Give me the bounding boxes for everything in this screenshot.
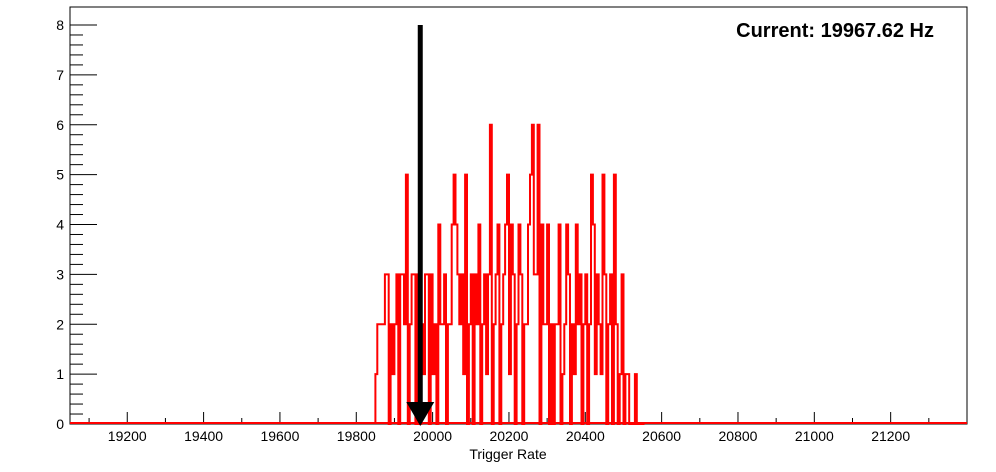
y-tick-label: 0 xyxy=(56,416,64,432)
y-tick-label: 6 xyxy=(56,117,64,133)
x-tick-label: 19400 xyxy=(184,428,223,444)
y-tick-label: 2 xyxy=(56,316,64,332)
x-tick-label: 20600 xyxy=(642,428,681,444)
x-tick-label: 20400 xyxy=(566,428,605,444)
x-tick-label: 20200 xyxy=(489,428,528,444)
plot-frame xyxy=(69,6,968,425)
x-tick-label: 21200 xyxy=(871,428,910,444)
y-tick-label: 4 xyxy=(56,217,64,233)
y-tick-label: 8 xyxy=(56,17,64,33)
y-tick-label: 7 xyxy=(56,67,64,83)
y-tick-label: 3 xyxy=(56,266,64,282)
current-rate-arrow xyxy=(406,25,435,426)
x-tick-label: 20800 xyxy=(719,428,758,444)
y-axis: 0 1 2 3 4 5 6 7 8 xyxy=(56,17,97,432)
x-tick-label: 21000 xyxy=(795,428,834,444)
x-tick-label: 20000 xyxy=(413,428,452,444)
x-tick-label: 19800 xyxy=(337,428,376,444)
arrow-head xyxy=(406,402,435,426)
x-tick-label: 19200 xyxy=(108,428,147,444)
x-tick-label: 19600 xyxy=(260,428,299,444)
x-axis: 19200 19400 19600 19800 20000 20200 20400 20600… xyxy=(88,412,930,444)
histogram-series-line xyxy=(374,123,645,425)
y-tick-label: 5 xyxy=(56,167,64,183)
x-axis-title: Trigger Rate xyxy=(469,446,547,462)
current-rate-annotation: Current: 19967.62 Hz xyxy=(736,20,934,42)
y-tick-label: 1 xyxy=(56,366,64,382)
